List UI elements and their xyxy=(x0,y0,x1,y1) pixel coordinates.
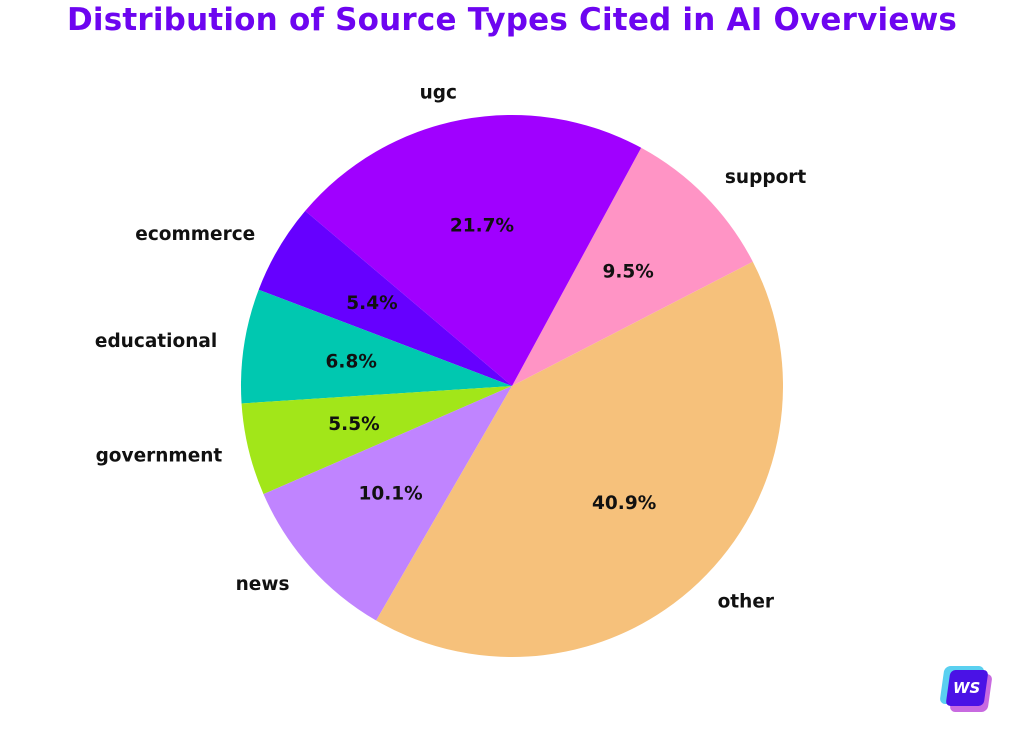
pie-slice-educational xyxy=(241,289,512,404)
pie-slices xyxy=(241,114,783,657)
chart-title: Distribution of Source Types Cited in AI… xyxy=(66,2,958,38)
pie-labels: 9.5% support 21.7% ugc 5.4% ecommerce 6.8% educ… xyxy=(95,83,807,613)
category-label-support: support xyxy=(725,167,807,188)
pct-label-educational: 6.8% xyxy=(326,351,377,372)
category-label-other: other xyxy=(718,591,775,612)
category-label-educational: educational xyxy=(95,331,217,352)
pct-label-ugc: 21.7% xyxy=(450,216,514,237)
pie-slice-other xyxy=(376,261,783,657)
pie-slice-support xyxy=(512,147,753,386)
pie-slice-ecommerce xyxy=(258,210,512,386)
category-label-ugc: ugc xyxy=(420,83,457,104)
category-label-government: government xyxy=(96,446,223,467)
pct-label-support: 9.5% xyxy=(602,262,653,283)
ws-logo-icon: WS xyxy=(939,664,993,712)
category-label-ecommerce: ecommerce xyxy=(135,224,255,245)
watermark-text: WS xyxy=(953,679,981,697)
pct-label-news: 10.1% xyxy=(359,484,423,505)
pie-slice-ugc xyxy=(305,114,642,386)
pie-slice-news xyxy=(263,386,512,621)
category-label-news: news xyxy=(236,574,290,595)
pie-slice-government xyxy=(241,386,512,495)
pct-label-government: 5.5% xyxy=(328,414,379,435)
pct-label-ecommerce: 5.4% xyxy=(346,293,397,314)
pct-label-other: 40.9% xyxy=(592,493,656,514)
